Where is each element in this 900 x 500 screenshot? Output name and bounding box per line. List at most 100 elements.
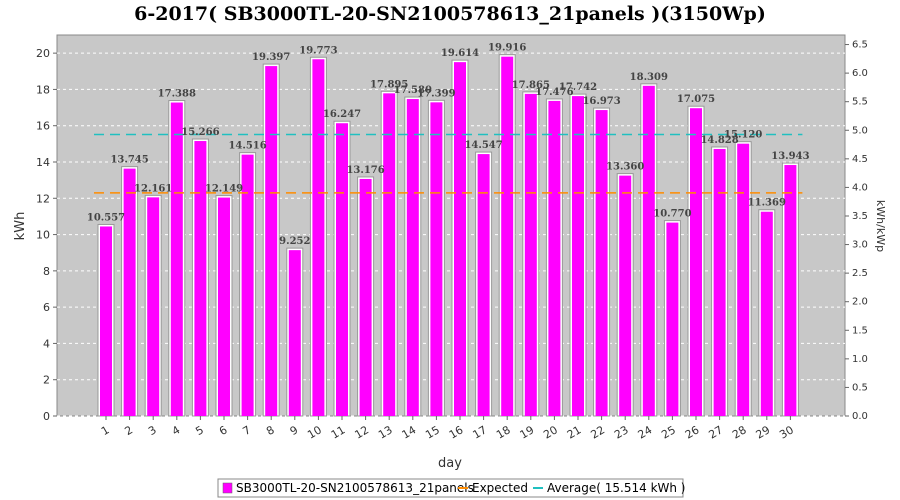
x-tick-label: 15 [423, 423, 442, 441]
bar [737, 143, 750, 416]
bar [170, 102, 183, 417]
x-tick-label: 13 [376, 423, 395, 441]
x-tick-label: 26 [683, 423, 702, 441]
bar [241, 154, 254, 416]
x-tick-label: 4 [170, 423, 183, 438]
y-right-tick-label: 6.0 [852, 68, 868, 79]
data-label: 9.252 [279, 236, 310, 247]
data-label: 13.176 [346, 165, 384, 176]
y-tick-label: 18 [36, 83, 50, 96]
bar [784, 165, 797, 416]
x-axis-label: day [438, 456, 462, 471]
bar [595, 110, 608, 417]
x-tick-label: 28 [730, 423, 749, 441]
x-tick-label: 2 [123, 423, 136, 438]
x-tick-label: 17 [470, 423, 489, 441]
data-label: 19.397 [252, 52, 290, 63]
x-tick-label: 16 [447, 423, 466, 441]
data-label: 19.614 [441, 48, 479, 59]
x-tick-label: 23 [612, 423, 631, 441]
data-label: 12.149 [205, 184, 243, 195]
bar [312, 59, 325, 416]
data-label: 14.547 [464, 140, 502, 151]
y-right-tick-label: 1.5 [852, 325, 868, 336]
bar [454, 62, 466, 417]
data-label: 17.399 [417, 88, 455, 99]
x-tick-label: 10 [305, 423, 324, 441]
data-label: 14.828 [700, 135, 738, 146]
x-tick-label: 29 [754, 423, 773, 441]
x-tick-label: 7 [241, 423, 254, 438]
y-right-tick-label: 5.5 [852, 97, 868, 108]
y-tick-label: 0 [43, 410, 50, 423]
x-tick-label: 9 [288, 423, 301, 438]
x-tick-label: 24 [636, 423, 655, 441]
bar [194, 141, 207, 417]
bar [430, 102, 443, 416]
bar [383, 93, 396, 417]
bar [619, 175, 632, 416]
bar [477, 154, 490, 416]
y-axis-right-label: kWh/kWp [874, 200, 887, 252]
data-label: 13.360 [606, 162, 644, 173]
data-label: 12.161 [134, 183, 172, 194]
y-right-tick-label: 5.0 [852, 125, 868, 136]
y-tick-label: 10 [36, 229, 50, 242]
bar [548, 100, 561, 416]
data-label: 11.369 [748, 198, 786, 209]
bar [123, 168, 136, 416]
bar [336, 123, 348, 416]
data-label: 16.973 [582, 96, 620, 107]
y-tick-label: 16 [36, 120, 50, 133]
y-right-tick-label: 3.5 [852, 211, 868, 222]
bar [359, 178, 372, 416]
y-tick-label: 6 [43, 301, 50, 314]
x-tick-label: 11 [329, 423, 348, 441]
data-label: 19.916 [488, 43, 526, 54]
data-label: 13.943 [771, 151, 809, 162]
x-tick-label: 8 [264, 423, 277, 438]
x-tick-label: 12 [352, 423, 371, 441]
y-right-tick-label: 0.5 [852, 382, 868, 393]
right-axis-ticks: 0.0 0.5 1.0 1.5 2.0 2.5 3.0 3.5 4.0 4.5 5.0 5.5 6.0 6… [845, 40, 868, 422]
bar-series [97, 54, 799, 417]
legend: SB3000TL-20-SN2100578613_21panelsExpecte… [217, 478, 686, 498]
x-tick-label: 14 [400, 423, 419, 441]
y-tick-label: 4 [43, 337, 50, 350]
data-label: 13.745 [110, 155, 148, 166]
data-label: 16.247 [323, 109, 361, 120]
bar [572, 96, 584, 416]
x-tick-label: 19 [518, 423, 537, 441]
y-tick-label: 14 [36, 156, 50, 169]
legend-label: Expected [472, 481, 528, 495]
x-axis-ticks: 1 2 3 4 5 6 7 8 9 10 11 12 13 14 15 16 17 18 19 20 21 22 23 24 2… [99, 416, 796, 442]
data-label: 17.865 [512, 80, 550, 91]
data-label: 18.309 [630, 72, 668, 83]
y-right-tick-label: 6.5 [852, 40, 868, 51]
chart-title: 6-2017( SB3000TL-20-SN2100578613_21panel… [134, 3, 766, 25]
bar [406, 99, 419, 416]
y-right-tick-label: 1.0 [852, 354, 868, 365]
x-tick-label: 27 [706, 423, 725, 441]
bar [524, 93, 537, 416]
y-right-tick-label: 4.0 [852, 182, 868, 193]
legend-label: SB3000TL-20-SN2100578613_21panels [236, 481, 474, 495]
y-right-tick-label: 2.5 [852, 268, 868, 279]
x-tick-label: 1 [99, 423, 112, 438]
bar [690, 108, 702, 416]
bar [713, 148, 726, 416]
data-label: 15.266 [181, 127, 219, 138]
legend-box [217, 478, 684, 498]
bar [760, 211, 773, 416]
legend-swatch [222, 482, 233, 494]
data-labels: 10.557 13.745 12.161 17.388 15.266 12.149 14.5… [87, 43, 810, 247]
bar [100, 226, 112, 416]
data-label: 14.516 [228, 141, 266, 152]
bar [666, 222, 679, 416]
x-tick-label: 22 [588, 423, 607, 441]
y-right-tick-label: 3.0 [852, 240, 868, 251]
x-tick-label: 21 [565, 423, 584, 441]
y-right-tick-label: 4.5 [852, 154, 868, 165]
legend-label: Average( 15.514 kWh ) [547, 481, 686, 495]
